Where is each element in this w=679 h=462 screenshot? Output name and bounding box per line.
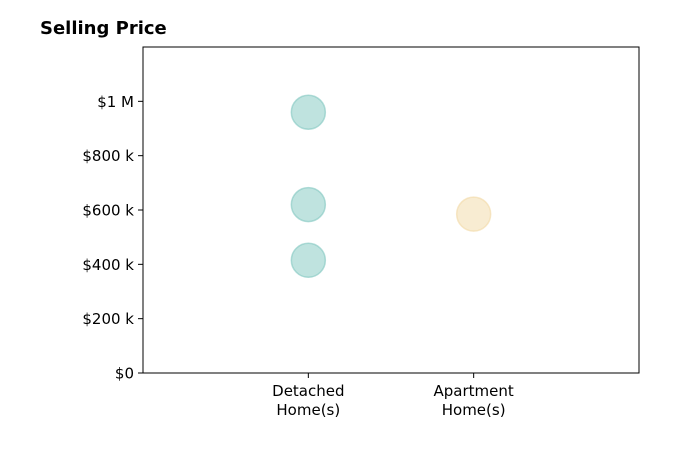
x-tick-label: Apartment Home(s): [433, 382, 514, 419]
y-tick-label: $0: [115, 365, 134, 383]
y-tick-label: $1 M: [97, 93, 134, 111]
point: [290, 242, 327, 279]
point: [290, 94, 327, 130]
y-tick-label: $600 k: [82, 202, 134, 220]
x-tick-label: Detached Home(s): [272, 382, 345, 419]
y-tick-label: $400 k: [82, 256, 134, 274]
y-tick-label: $200 k: [82, 310, 134, 328]
plot-frame: [142, 46, 640, 374]
point: [290, 186, 327, 223]
chart-title: Selling Price: [40, 18, 167, 39]
y-tick-label: $800 k: [82, 147, 134, 165]
point: [455, 196, 492, 232]
